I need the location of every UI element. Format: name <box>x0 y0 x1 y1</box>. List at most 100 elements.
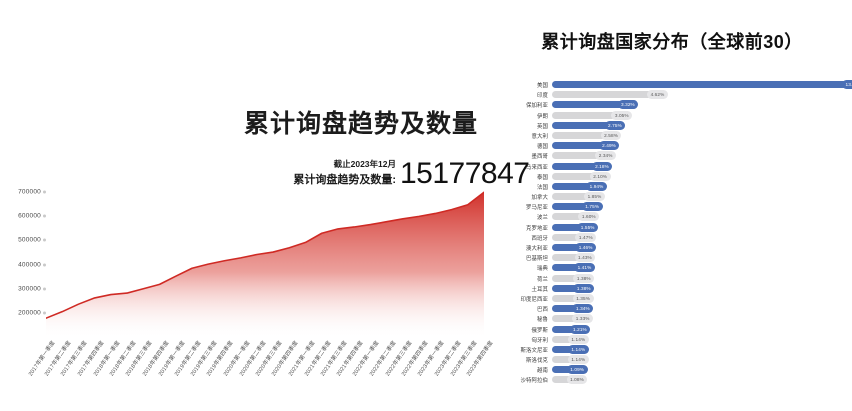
bar-value-label: 1.43% <box>574 253 596 263</box>
country-bar-row[interactable]: 西班牙 1.47% <box>492 232 852 243</box>
bar-track: 1.08% <box>552 375 852 385</box>
country-bar-row[interactable]: 伊朗 3.05% <box>492 110 852 121</box>
country-bar-row[interactable]: 巴西 1.34% <box>492 304 852 314</box>
bar-track: 1.35% <box>552 293 852 304</box>
country-bar-row[interactable]: 克罗地亚 1.55% <box>492 222 852 233</box>
y-axis-tick-label: 700000 <box>18 188 41 196</box>
bar-value-label: 1.46% <box>575 243 596 252</box>
y-axis-tick-dot <box>43 287 46 291</box>
bar-value-label: 1.55% <box>577 222 599 232</box>
bar-value-label: 2.75% <box>604 120 626 130</box>
bar-track: 1.34% <box>552 304 852 314</box>
y-axis-tick-label: 400000 <box>18 261 41 269</box>
bar-fill <box>552 91 658 99</box>
bar-fill <box>552 305 583 313</box>
bar-value-label: 13.19% <box>842 80 852 89</box>
country-bar-row[interactable]: 墨西哥 2.34% <box>492 151 852 161</box>
bar-fill <box>552 366 577 374</box>
bar-value-label: 1.09% <box>566 365 588 375</box>
country-name-label: 巴基斯坦 <box>526 256 548 263</box>
bar-fill <box>552 244 586 251</box>
y-axis-tick-label: 600000 <box>18 212 41 220</box>
bar-value-label: 1.41% <box>574 263 595 273</box>
bar-fill <box>552 315 583 323</box>
y-axis-tick-dot <box>43 263 46 267</box>
bar-track: 2.75% <box>552 120 852 131</box>
bar-track: 1.85% <box>552 192 852 202</box>
bar-value-label: 1.60% <box>578 212 600 222</box>
country-bar-row[interactable]: 保加利亚 3.32% <box>492 100 852 110</box>
y-axis-tick-dot <box>43 190 46 194</box>
bar-track: 1.75% <box>552 202 852 212</box>
country-bar-row[interactable]: 巴基斯坦 1.43% <box>492 253 852 263</box>
cumulative-inquiry-trend-panel: 累计询盘趋势及数量 截止2023年12月 累计询盘趋势及数量: 15177847… <box>18 110 530 378</box>
area-chart-svg <box>46 191 484 337</box>
bar-track: 1.47% <box>552 232 852 243</box>
country-bar-row[interactable]: 匈牙利 1.14% <box>492 334 852 345</box>
country-bar-row[interactable]: 秘鲁 1.33% <box>492 314 852 324</box>
country-bar-row[interactable]: 斯洛伐克 1.14% <box>492 355 852 365</box>
bar-value-label: 1.75% <box>581 202 603 212</box>
bar-value-label: 2.49% <box>598 141 620 151</box>
country-bar-row[interactable]: 加拿大 1.85% <box>492 192 852 202</box>
bar-fill <box>552 325 580 333</box>
y-axis-tick-label: 300000 <box>18 285 41 293</box>
bar-fill <box>552 294 583 302</box>
country-bar-row[interactable]: 印度 4.62% <box>492 90 852 100</box>
country-bar-row[interactable]: 英国 2.75% <box>492 120 852 131</box>
bar-track: 4.62% <box>552 90 852 100</box>
country-bar-row[interactable]: 荷兰 1.38% <box>492 273 852 284</box>
country-bar-row[interactable]: 沙特阿拉伯 1.08% <box>492 375 852 385</box>
country-bar-row[interactable]: 罗马尼亚 1.75% <box>492 202 852 212</box>
country-name-label: 印度 <box>537 93 548 100</box>
y-axis-tick-dot <box>43 238 46 242</box>
country-name-label: 法国 <box>537 184 548 191</box>
country-bar-row[interactable]: 意大利 2.58% <box>492 130 852 141</box>
country-name-label: 越南 <box>537 368 548 375</box>
country-name-label: 伊朗 <box>537 113 548 120</box>
country-bar-row[interactable]: 法国 1.94% <box>492 181 852 192</box>
bar-fill <box>552 121 615 129</box>
country-bar-row[interactable]: 澳大利亚 1.46% <box>492 243 852 253</box>
country-bar-row[interactable]: 波兰 1.60% <box>492 212 852 222</box>
bar-track: 1.38% <box>552 283 852 294</box>
bar-fill <box>552 101 628 109</box>
bar-fill <box>552 162 602 170</box>
country-bar-row[interactable]: 斯洛文尼亚 1.14% <box>492 344 852 355</box>
bar-track: 1.14% <box>552 334 852 345</box>
country-bar-row[interactable]: 印度尼西亚 1.35% <box>492 293 852 304</box>
country-bar-row[interactable]: 越南 1.09% <box>492 365 852 375</box>
country-bar-row[interactable]: 马来西亚 2.18% <box>492 161 852 172</box>
country-name-label: 克罗地亚 <box>526 225 548 232</box>
bar-value-label: 4.62% <box>647 90 668 100</box>
country-bar-row[interactable]: 瑞典 1.41% <box>492 263 852 273</box>
country-bar-row[interactable]: 德国 2.49% <box>492 141 852 151</box>
bar-fill <box>552 81 852 88</box>
bar-fill <box>552 131 611 139</box>
bar-fill <box>552 193 595 201</box>
bar-fill <box>552 376 577 384</box>
country-bar-row[interactable]: 俄罗斯 1.21% <box>492 324 852 335</box>
country-name-label: 荷兰 <box>537 276 548 283</box>
bar-fill <box>552 254 585 262</box>
country-name-label: 斯洛伐克 <box>526 358 548 365</box>
bar-fill <box>552 274 584 282</box>
trend-line <box>46 191 484 319</box>
bar-track: 1.41% <box>552 263 852 273</box>
country-name-label: 波兰 <box>537 215 548 222</box>
y-axis-tick-label: 200000 <box>18 309 41 317</box>
y-axis-tick-label: 500000 <box>18 236 41 244</box>
bar-value-label: 1.14% <box>567 334 589 344</box>
country-bar-row[interactable]: 美国 13.19% <box>492 80 852 90</box>
kpi-block: 截止2023年12月 累计询盘趋势及数量: 15177847 <box>228 158 530 204</box>
country-bar-row[interactable]: 泰国 2.10% <box>492 171 852 182</box>
country-name-label: 德国 <box>537 144 548 151</box>
area-chart-plot: 200000 300000 400000 500000 600000 700000 201… <box>18 185 494 378</box>
bar-fill <box>552 335 578 343</box>
country-bar-row[interactable]: 土耳其 1.38% <box>492 283 852 294</box>
bar-fill <box>552 264 585 272</box>
bar-track: 2.10% <box>552 171 852 182</box>
bar-value-label: 1.14% <box>567 344 589 354</box>
bar-track: 1.46% <box>552 243 852 253</box>
